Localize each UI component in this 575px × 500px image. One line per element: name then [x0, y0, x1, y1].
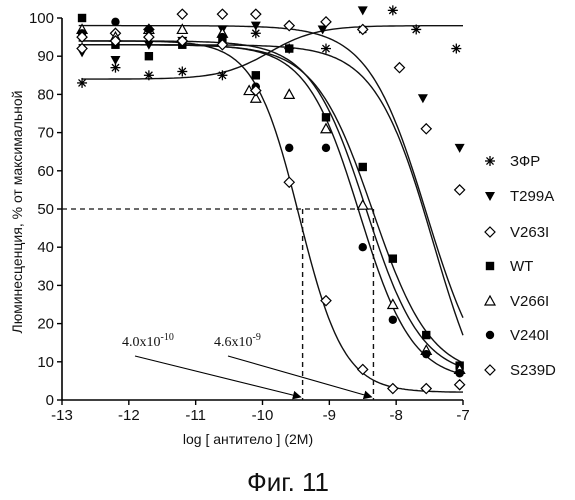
data-point: [455, 144, 465, 153]
data-point: [359, 163, 367, 171]
data-point: [485, 296, 495, 305]
figure-caption: Фиг. 11: [247, 467, 329, 497]
data-point: [251, 9, 261, 19]
legend-label: ЗФР: [510, 153, 540, 170]
data-point: [358, 200, 368, 209]
y-tick-label: 30: [37, 277, 54, 294]
data-point: [421, 384, 431, 394]
data-point: [284, 177, 294, 187]
data-point: [421, 124, 431, 134]
data-point: [111, 18, 119, 26]
data-point: [486, 331, 494, 339]
y-tick-label: 100: [29, 10, 54, 27]
data-point: [144, 70, 154, 80]
data-point: [145, 52, 153, 60]
data-point: [78, 14, 86, 22]
data-point: [322, 144, 330, 152]
ec50-label: 4.6x10-9: [214, 332, 261, 350]
legend-label: V266I: [510, 293, 549, 310]
data-point: [388, 5, 398, 15]
data-point: [77, 78, 87, 88]
data-point: [451, 44, 461, 54]
data-point: [485, 156, 495, 166]
y-tick-label: 10: [37, 354, 54, 371]
data-point: [321, 44, 331, 54]
legend-label: S239D: [510, 362, 556, 379]
data-point: [455, 185, 465, 195]
data-point: [110, 56, 120, 65]
fit-curve: [79, 26, 463, 318]
legend-label: V240I: [510, 327, 549, 344]
data-point: [321, 17, 331, 27]
data-point: [485, 192, 495, 201]
data-point: [418, 94, 428, 103]
data-point: [217, 9, 227, 19]
fit-curve: [79, 45, 463, 336]
legend-label: WT: [510, 258, 533, 275]
x-tick-label: -7: [456, 407, 469, 424]
data-point: [358, 364, 368, 374]
data-point: [485, 365, 495, 375]
data-point: [358, 6, 368, 15]
data-point: [321, 296, 331, 306]
y-tick-label: 80: [37, 86, 54, 103]
ec50-arrow: [228, 356, 371, 397]
fit-curve: [79, 41, 463, 367]
data-point: [359, 243, 367, 251]
y-tick-label: 60: [37, 163, 54, 180]
data-point: [285, 144, 293, 152]
data-point: [422, 331, 430, 339]
data-point: [485, 227, 495, 237]
fit-curve: [79, 45, 463, 363]
data-point: [455, 380, 465, 390]
x-tick-label: -8: [389, 407, 402, 424]
y-tick-label: 40: [37, 239, 54, 256]
ec50-arrow: [135, 356, 301, 397]
y-tick-label: 90: [37, 48, 54, 65]
x-tick-label: -11: [185, 407, 206, 424]
legend: ЗФР T299A V263I WT V266I V240I S239D: [485, 153, 556, 379]
legend-label: T299A: [510, 188, 554, 205]
x-tick-label: -12: [118, 407, 140, 424]
data-point: [455, 369, 463, 377]
data-point: [388, 384, 398, 394]
x-axis-title: log [ антитело ] (2M): [183, 431, 313, 447]
x-tick-label: -9: [323, 407, 336, 424]
y-tick-label: 50: [37, 201, 54, 218]
ec50-label: 4.0x10-10: [122, 332, 174, 350]
data-point: [177, 9, 187, 19]
data-point: [389, 316, 397, 324]
data-point: [284, 89, 294, 98]
data-point: [252, 71, 260, 79]
y-axis-title: Люминесценция, % от максимальной: [9, 91, 25, 334]
data-point: [422, 350, 430, 358]
data-point: [177, 66, 187, 76]
data-point: [322, 113, 330, 121]
x-tick-label: -10: [252, 407, 274, 424]
data-point: [486, 262, 494, 270]
ec50-annotations: 4.0x10-10 4.6x10-9: [122, 332, 371, 397]
data-point: [389, 254, 397, 262]
y-tick-label: 20: [37, 316, 54, 333]
data-point: [285, 44, 293, 52]
data-point: [217, 70, 227, 80]
legend-label: V263I: [510, 224, 549, 241]
y-tick-label: 70: [37, 125, 54, 142]
x-tick-label: -13: [51, 407, 73, 424]
data-point: [395, 63, 405, 73]
data-point: [411, 24, 421, 34]
